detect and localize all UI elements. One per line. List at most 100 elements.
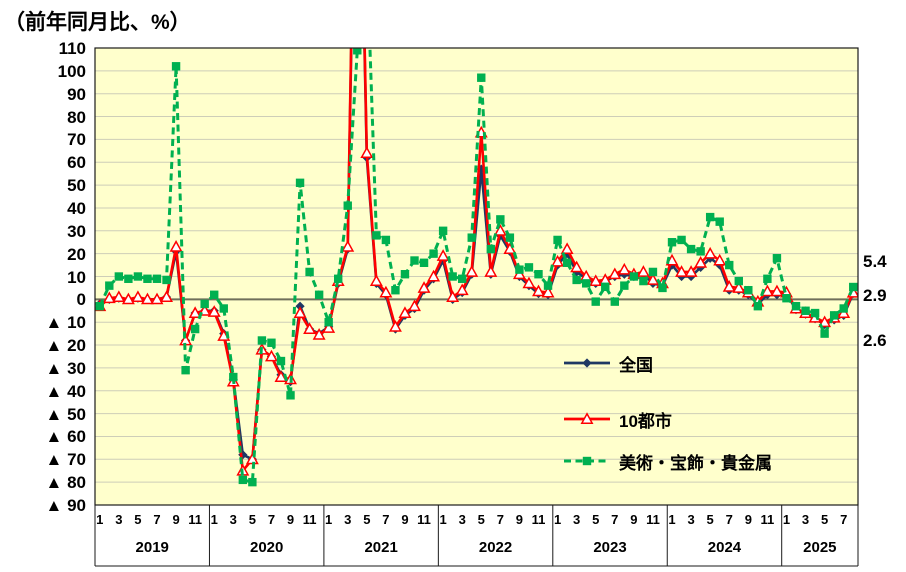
- year-label: 2025: [803, 539, 837, 556]
- square-marker: [448, 272, 457, 281]
- series-line: [98, 48, 855, 484]
- square-marker: [562, 258, 572, 267]
- plot-frame: [94, 47, 859, 506]
- square-marker: [658, 283, 667, 293]
- triangle-marker: [322, 321, 336, 333]
- square-marker: [705, 212, 715, 222]
- triangle-marker: [722, 280, 736, 292]
- legend-item-10cities: 10都市: [562, 408, 672, 431]
- triangle-marker: [675, 265, 689, 277]
- diamond-marker: [295, 301, 305, 311]
- series-2: [95, 48, 858, 487]
- square-marker: [477, 73, 486, 82]
- square-marker: [124, 274, 133, 283]
- month-tick-label: 7: [840, 512, 848, 527]
- square-marker: [553, 235, 562, 245]
- triangle-marker: [369, 274, 383, 287]
- square-marker: [343, 201, 352, 210]
- triangle-marker: [608, 267, 622, 280]
- year-label: 2019: [135, 539, 169, 556]
- square-marker: [372, 231, 381, 240]
- square-marker: [810, 308, 820, 318]
- y-axis-label: ▲ 90: [45, 496, 86, 515]
- y-axis-label: ▲ 70: [45, 450, 86, 470]
- y-axis-label: 80: [67, 107, 86, 127]
- square-marker: [734, 276, 743, 286]
- square-marker: [457, 274, 467, 283]
- y-axis-label: 20: [67, 244, 86, 264]
- square-marker: [772, 254, 782, 263]
- triangle-marker: [398, 306, 412, 319]
- triangle-marker: [703, 246, 717, 259]
- square-marker: [400, 270, 410, 279]
- square-marker: [715, 217, 724, 226]
- triangle-marker: [713, 253, 727, 266]
- square-marker: [410, 256, 419, 265]
- square-marker: [648, 267, 658, 277]
- legend-label-nationwide: 全国: [619, 355, 653, 375]
- square-marker: [610, 297, 619, 306]
- square-marker: [820, 329, 829, 338]
- triangle-marker: [560, 242, 574, 255]
- square-marker: [334, 274, 343, 283]
- square-marker: [829, 311, 839, 320]
- series-line: [98, 48, 855, 473]
- square-marker: [667, 238, 677, 247]
- triangle-marker: [293, 306, 307, 319]
- month-tick-label: 1: [782, 512, 791, 527]
- month-tick-label: 1: [96, 512, 104, 527]
- y-axis-label: ▲ 10: [45, 313, 86, 333]
- triangle-marker: [274, 370, 288, 382]
- triangle-marker: [493, 224, 507, 236]
- triangle-marker: [303, 322, 317, 335]
- square-marker: [190, 324, 200, 334]
- year-label: 2022: [478, 539, 513, 556]
- triangle-marker: [436, 249, 450, 261]
- square-marker: [419, 258, 429, 267]
- month-tick-label: 11: [760, 512, 775, 527]
- square-marker: [381, 235, 391, 245]
- triangle-marker: [160, 290, 174, 303]
- month-tick-label: 7: [611, 512, 619, 527]
- legend-item-art-jewelry: 美術・宝飾・貴金属: [562, 450, 772, 473]
- triangle-marker: [169, 240, 183, 252]
- triangle-marker: [636, 265, 650, 277]
- triangle-marker: [465, 265, 479, 277]
- square-marker: [391, 286, 400, 295]
- month-tick-label: 3: [115, 512, 123, 527]
- square-marker: [210, 290, 219, 299]
- month-tick-label: 11: [417, 512, 431, 527]
- y-axis-label: 60: [67, 153, 86, 173]
- triangle-marker: [770, 284, 784, 297]
- triangle-marker: [150, 292, 164, 305]
- square-marker: [181, 365, 190, 375]
- triangle-marker: [188, 306, 202, 319]
- triangle-marker: [264, 349, 278, 362]
- month-tick-label: 3: [573, 512, 581, 527]
- square-marker: [753, 302, 763, 311]
- square-marker: [152, 274, 162, 283]
- year-label: 2024: [707, 539, 742, 556]
- square-marker: [696, 247, 705, 256]
- square-marker: [200, 299, 209, 309]
- square-marker: [581, 279, 591, 288]
- square-marker: [601, 282, 610, 291]
- month-tick-label: 5: [477, 512, 485, 527]
- month-tick-label: 5: [592, 512, 600, 527]
- triangle-marker: [341, 240, 355, 252]
- square-marker: [725, 260, 734, 270]
- month-tick-label: 9: [172, 512, 180, 527]
- y-axis-label: ▲ 40: [45, 381, 86, 401]
- month-tick-label: 5: [134, 512, 142, 527]
- triangle-marker: [580, 412, 594, 424]
- square-marker: [429, 249, 438, 258]
- square-marker: [143, 274, 152, 283]
- square-marker: [782, 294, 791, 303]
- y-axis-label: 0: [76, 290, 86, 310]
- legend-label-10cities: 10都市: [619, 411, 672, 431]
- month-tick-label: 7: [267, 512, 276, 527]
- y-axis-label: ▲ 30: [45, 358, 86, 378]
- month-tick-label: 3: [458, 512, 466, 527]
- square-marker: [524, 263, 534, 272]
- square-marker: [353, 48, 362, 55]
